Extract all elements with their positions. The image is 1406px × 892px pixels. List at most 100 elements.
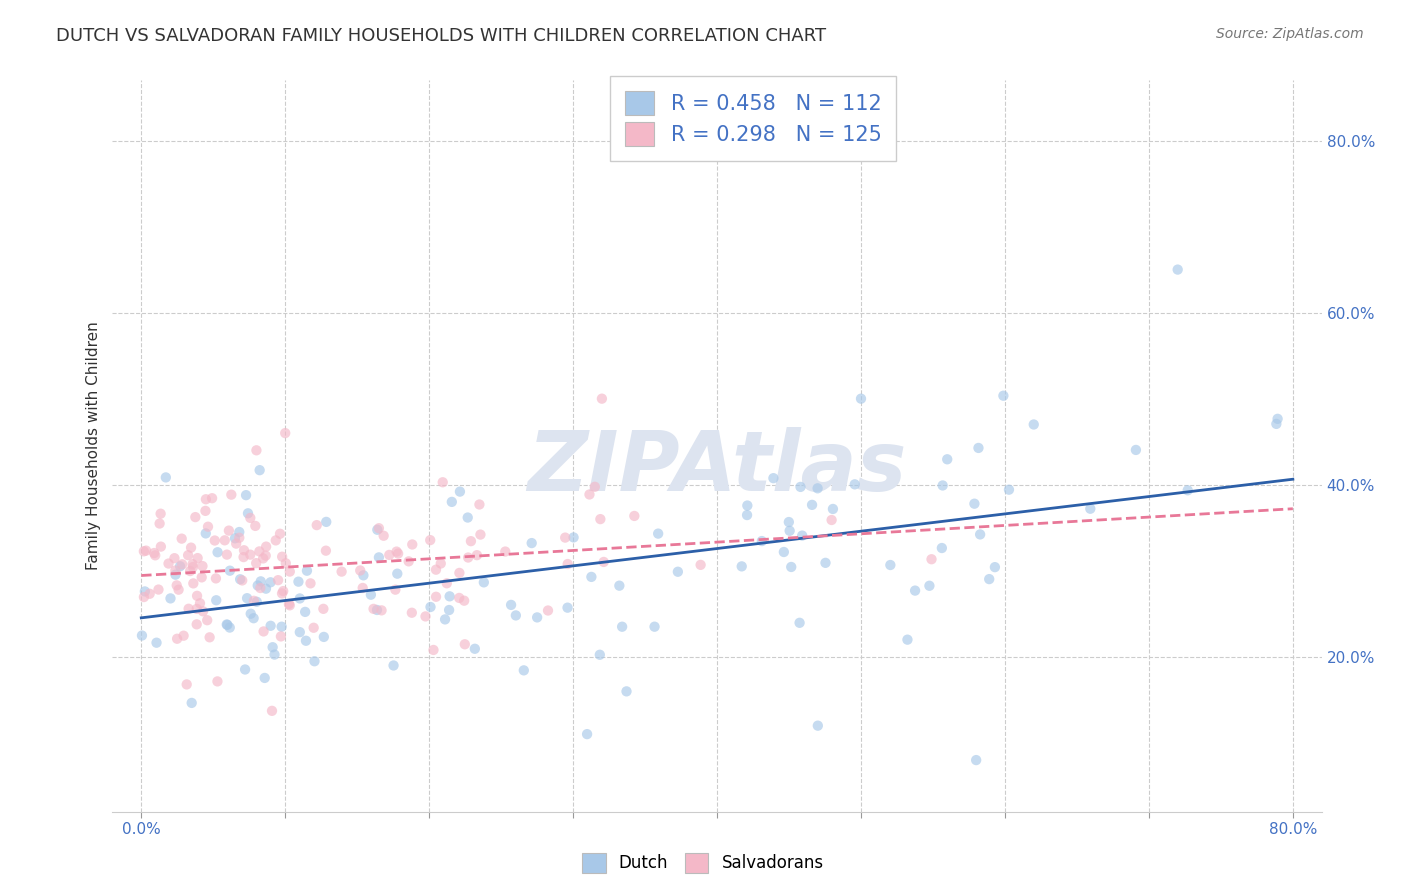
Point: [609, 579, 631, 593]
Point: [366, 603, 388, 617]
Point: [807, 719, 830, 733]
Point: [439, 590, 461, 604]
Point: [312, 630, 335, 644]
Point: [236, 591, 259, 606]
Point: [295, 633, 318, 648]
Point: [163, 551, 186, 566]
Point: [167, 582, 190, 597]
Point: [378, 548, 401, 562]
Point: [592, 555, 614, 569]
Point: [239, 548, 262, 562]
Point: [239, 607, 262, 621]
Point: [360, 588, 382, 602]
Point: [583, 480, 606, 494]
Point: [779, 524, 801, 538]
Point: [217, 618, 239, 632]
Point: [419, 533, 441, 548]
Point: [460, 534, 482, 549]
Point: [235, 488, 257, 502]
Point: [437, 603, 460, 617]
Point: [401, 537, 423, 551]
Point: [245, 556, 267, 570]
Point: [581, 570, 603, 584]
Point: [170, 532, 193, 546]
Point: [232, 550, 254, 565]
Point: [644, 620, 666, 634]
Point: [219, 564, 242, 578]
Point: [132, 590, 155, 604]
Point: [224, 531, 246, 545]
Point: [180, 541, 202, 555]
Point: [267, 573, 290, 587]
Point: [143, 549, 166, 563]
Point: [449, 591, 471, 605]
Point: [259, 575, 281, 590]
Point: [398, 554, 420, 568]
Point: [177, 601, 200, 615]
Point: [1022, 417, 1045, 432]
Point: [464, 641, 486, 656]
Point: [349, 564, 371, 578]
Point: [367, 521, 389, 535]
Point: [820, 513, 842, 527]
Point: [271, 586, 294, 600]
Point: [215, 548, 238, 562]
Point: [449, 566, 471, 580]
Point: [172, 558, 194, 572]
Point: [159, 591, 181, 606]
Point: [969, 527, 991, 541]
Point: [315, 515, 337, 529]
Point: [239, 511, 262, 525]
Point: [204, 533, 226, 548]
Point: [505, 608, 527, 623]
Point: [468, 498, 491, 512]
Point: [401, 606, 423, 620]
Point: [735, 508, 758, 522]
Point: [288, 591, 311, 606]
Point: [849, 392, 872, 406]
Point: [931, 478, 953, 492]
Point: [253, 671, 276, 685]
Point: [155, 470, 177, 484]
Point: [215, 617, 238, 632]
Legend: R = 0.458   N = 112, R = 0.298   N = 125: R = 0.458 N = 112, R = 0.298 N = 125: [610, 76, 896, 161]
Point: [221, 488, 243, 502]
Point: [149, 516, 172, 531]
Point: [179, 564, 201, 578]
Point: [194, 492, 217, 507]
Point: [814, 556, 837, 570]
Point: [233, 663, 256, 677]
Point: [294, 605, 316, 619]
Point: [904, 583, 927, 598]
Point: [457, 550, 479, 565]
Text: ZIPAtlas: ZIPAtlas: [527, 427, 907, 508]
Point: [432, 475, 454, 490]
Point: [931, 541, 953, 555]
Point: [218, 621, 240, 635]
Point: [589, 648, 612, 662]
Point: [936, 452, 959, 467]
Point: [801, 498, 824, 512]
Point: [965, 753, 987, 767]
Point: [312, 602, 335, 616]
Point: [173, 629, 195, 643]
Point: [149, 507, 172, 521]
Point: [207, 545, 229, 559]
Point: [415, 609, 437, 624]
Point: [254, 540, 277, 554]
Point: [274, 426, 297, 441]
Point: [246, 595, 269, 609]
Point: [419, 599, 441, 614]
Point: [425, 563, 447, 577]
Point: [385, 544, 408, 558]
Point: [229, 572, 252, 586]
Point: [131, 628, 153, 642]
Point: [264, 533, 287, 548]
Point: [191, 604, 214, 618]
Point: [191, 559, 214, 574]
Point: [278, 597, 301, 611]
Point: [562, 531, 585, 545]
Point: [616, 684, 638, 698]
Point: [501, 598, 523, 612]
Point: [271, 584, 294, 599]
